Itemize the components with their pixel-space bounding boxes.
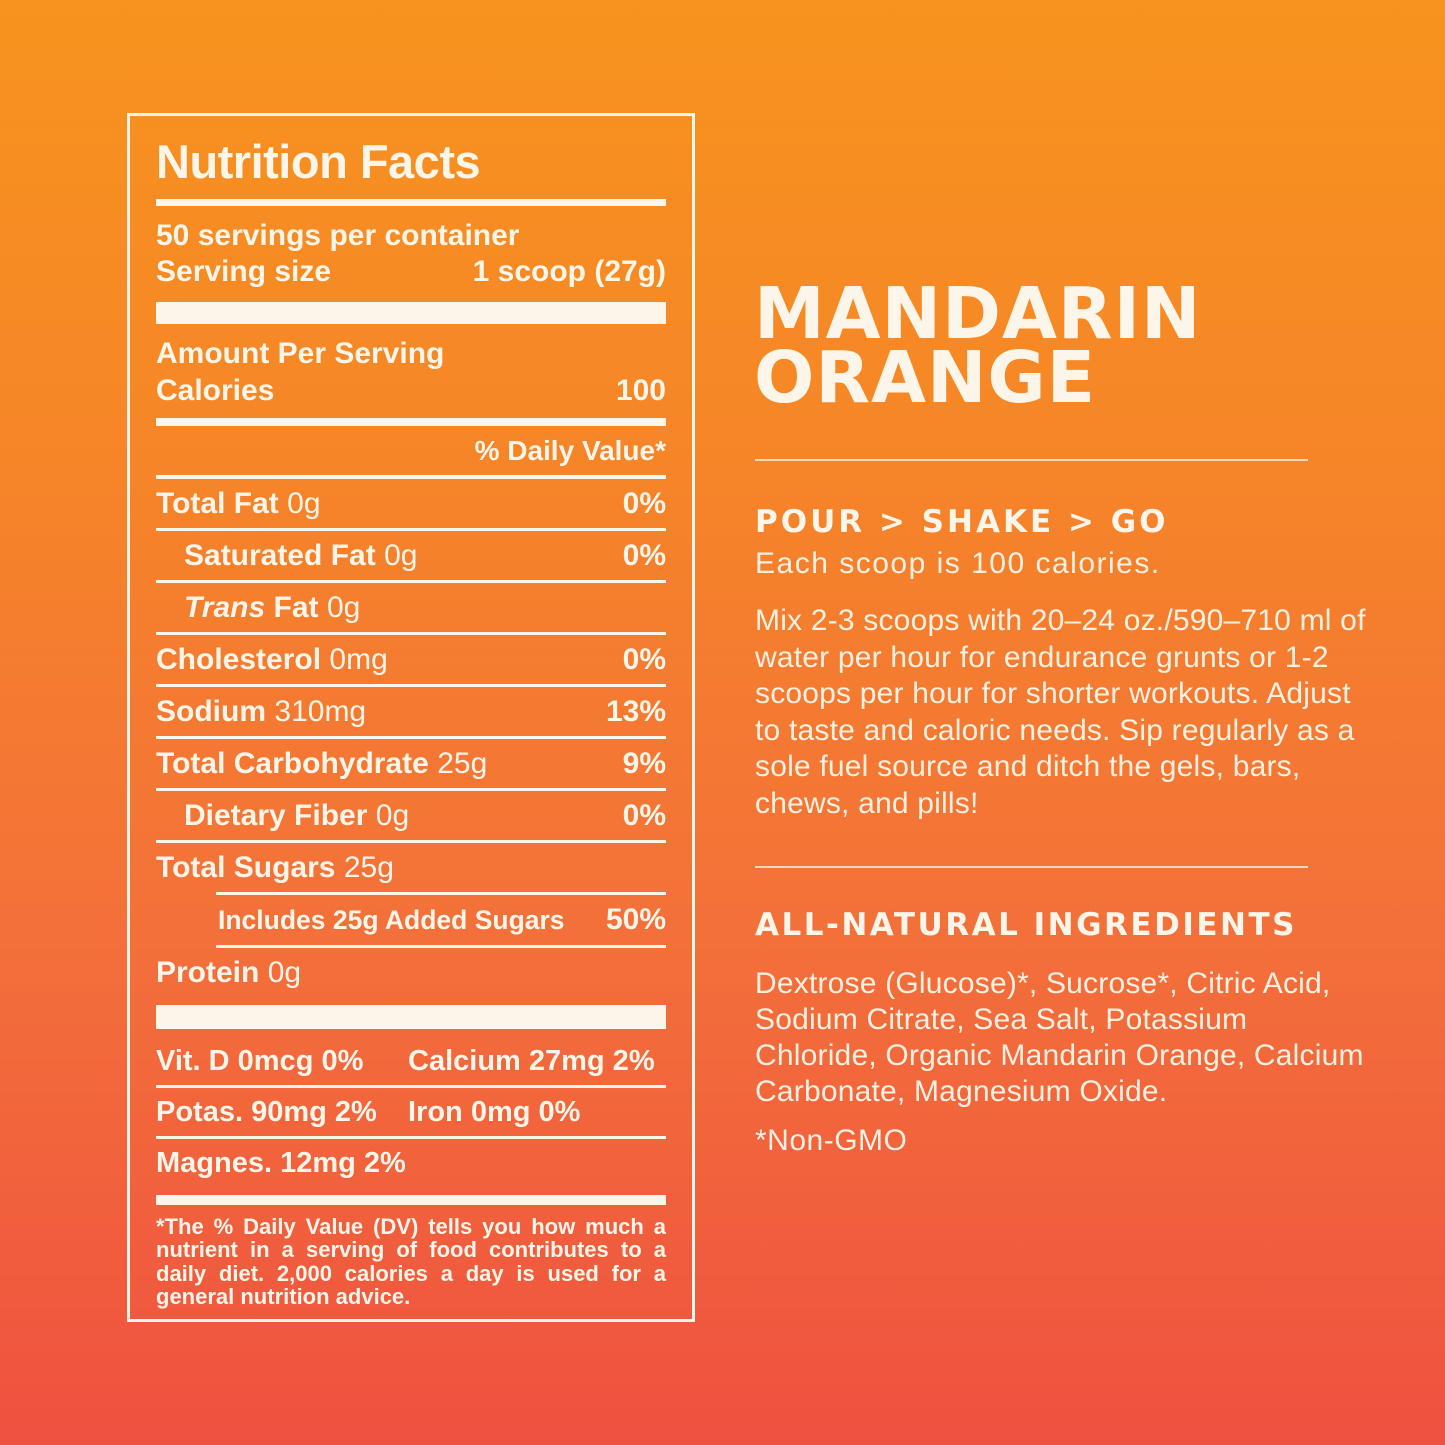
- nutrient-name-italic: Trans: [184, 590, 266, 624]
- nutrient-name: Saturated Fat: [184, 538, 376, 572]
- nutrient-cell: Trans Fat 0g: [156, 591, 360, 624]
- nutrition-facts-title: Nutrition Facts: [156, 135, 481, 188]
- nutrient-row-saturated-fat: Saturated Fat 0g 0%: [156, 527, 666, 580]
- divider-indented: [216, 944, 666, 948]
- nutrient-amount: 25g: [437, 746, 488, 780]
- nutrient-dv: 0%: [622, 538, 666, 572]
- nutrient-dv: 0%: [622, 642, 666, 676]
- micronutrient-calcium: Calcium 27mg 2%: [408, 1044, 655, 1077]
- calories-value: 100: [615, 373, 666, 407]
- nutrient-cell: Sodium 310mg: [156, 695, 366, 728]
- nutrient-name: Sodium: [156, 694, 266, 728]
- nutrient-row-trans-fat: Trans Fat 0g: [156, 579, 666, 632]
- nutrient-amount: 0g: [384, 538, 418, 572]
- section-divider: [755, 866, 1308, 868]
- micronutrient-empty-cell: [408, 1146, 666, 1180]
- nutrition-facts-panel: Nutrition Facts 50 servings per containe…: [127, 113, 695, 1322]
- nutrient-cell: Total Sugars 25g: [156, 851, 394, 884]
- micronutrient-potassium: Potas. 90mg 2%: [156, 1095, 377, 1128]
- usage-instructions-paragraph: Mix 2-3 scoops with 20–24 oz./590–710 ml…: [755, 604, 1366, 820]
- amount-per-serving-label: Amount Per Serving: [156, 336, 445, 370]
- nutrient-cell: Saturated Fat 0g: [156, 539, 417, 572]
- nutrient-row-protein: Protein 0g: [156, 948, 666, 997]
- serving-size-label: Serving size: [156, 254, 332, 288]
- nutrient-row-dietary-fiber: Dietary Fiber 0g 0%: [156, 787, 666, 840]
- divider-indented: [216, 891, 666, 895]
- flavor-name-line-2: ORANGE: [754, 336, 1097, 419]
- nutrient-name: Protein: [156, 955, 260, 989]
- nutrient-cell: Total Fat 0g: [156, 487, 321, 520]
- nutrient-name: Total Carbohydrate: [156, 746, 429, 780]
- nutrient-amount: 0g: [287, 486, 321, 520]
- nutrient-cell: Cholesterol 0mg: [156, 643, 388, 676]
- calories-row: Calories 100: [156, 372, 666, 410]
- serving-size-row: Serving size 1 scoop (27g): [156, 254, 666, 290]
- nutrient-dv: 13%: [605, 694, 666, 728]
- nutrient-row-cholesterol: Cholesterol 0mg 0%: [156, 631, 666, 684]
- micronutrient-vitamin-d: Vit. D 0mcg 0%: [156, 1044, 364, 1077]
- daily-value-footnote: *The % Daily Value (DV) tells you how mu…: [156, 1213, 666, 1310]
- micronutrient-iron: Iron 0mg 0%: [408, 1095, 581, 1128]
- nutrient-name: Total Sugars: [156, 850, 336, 884]
- nutrient-dv: 50%: [605, 902, 666, 936]
- calories-label: Calories: [156, 373, 275, 407]
- nutrient-cell: Protein 0g: [156, 956, 301, 989]
- nutrient-row-total-carbohydrate: Total Carbohydrate 25g 9%: [156, 735, 666, 788]
- nutrient-row-total-sugars: Total Sugars 25g: [156, 839, 666, 892]
- nutrient-amount: 0g: [375, 798, 410, 832]
- non-gmo-note: *Non-GMO: [755, 1124, 908, 1157]
- section-divider: [755, 459, 1308, 461]
- daily-value-header: % Daily Value*: [474, 434, 666, 466]
- nutrient-name: Cholesterol: [156, 642, 322, 676]
- nutrient-row-added-sugars: Includes 25g Added Sugars 50%: [156, 895, 666, 945]
- nutrient-row-total-fat: Total Fat 0g 0%: [156, 474, 666, 528]
- nutrient-name: Fat: [273, 590, 319, 624]
- flavor-name-heading: MANDARIN ORANGE: [754, 272, 1202, 419]
- nutrient-name: Total Fat: [156, 486, 279, 520]
- nutrient-amount: 0g: [326, 590, 361, 624]
- nutrient-cell: Total Carbohydrate 25g: [156, 747, 487, 780]
- serving-size-value: 1 scoop (27g): [472, 254, 666, 288]
- usage-subheading: Each scoop is 100 calories.: [755, 547, 1161, 580]
- divider-thick: [156, 1004, 666, 1029]
- nutrient-amount: 0mg: [329, 642, 388, 676]
- usage-heading: POUR > SHAKE > GO: [755, 504, 1169, 540]
- flavor-name-line-1: MANDARIN: [754, 272, 1202, 355]
- nutrient-row-sodium: Sodium 310mg 13%: [156, 683, 666, 736]
- nutrient-dv: 9%: [622, 746, 666, 780]
- ingredients-list: Dextrose (Glucose)*, Sucrose*, Citric Ac…: [755, 967, 1364, 1108]
- nutrient-name: Dietary Fiber: [184, 798, 368, 832]
- divider-medium: [156, 417, 666, 426]
- divider-medium: [156, 1194, 666, 1205]
- micronutrient-magnesium: Magnes. 12mg 2%: [156, 1146, 406, 1179]
- micronutrient-row-2: Potas. 90mg 2% Iron 0mg 0%: [156, 1084, 666, 1136]
- servings-per-container: 50 servings per container: [156, 218, 520, 252]
- nutrient-dv: 0%: [622, 798, 666, 832]
- micronutrient-row-1: Vit. D 0mcg 0% Calcium 27mg 2%: [156, 1037, 666, 1085]
- nutrient-cell: Dietary Fiber 0g: [156, 799, 409, 832]
- nutrient-dv: 0%: [622, 486, 666, 520]
- divider-medium: [156, 198, 666, 206]
- ingredients-heading: ALL-NATURAL INGREDIENTS: [755, 907, 1297, 943]
- micronutrient-row-3: Magnes. 12mg 2%: [156, 1135, 666, 1187]
- nutrient-amount: 310mg: [274, 694, 367, 728]
- nutrient-amount: 0g: [267, 955, 302, 989]
- divider-thick: [156, 301, 666, 324]
- nutrient-cell: Includes 25g Added Sugars: [156, 903, 565, 937]
- nutrient-name: Includes 25g Added Sugars: [218, 904, 565, 935]
- nutrient-amount: 25g: [343, 850, 394, 884]
